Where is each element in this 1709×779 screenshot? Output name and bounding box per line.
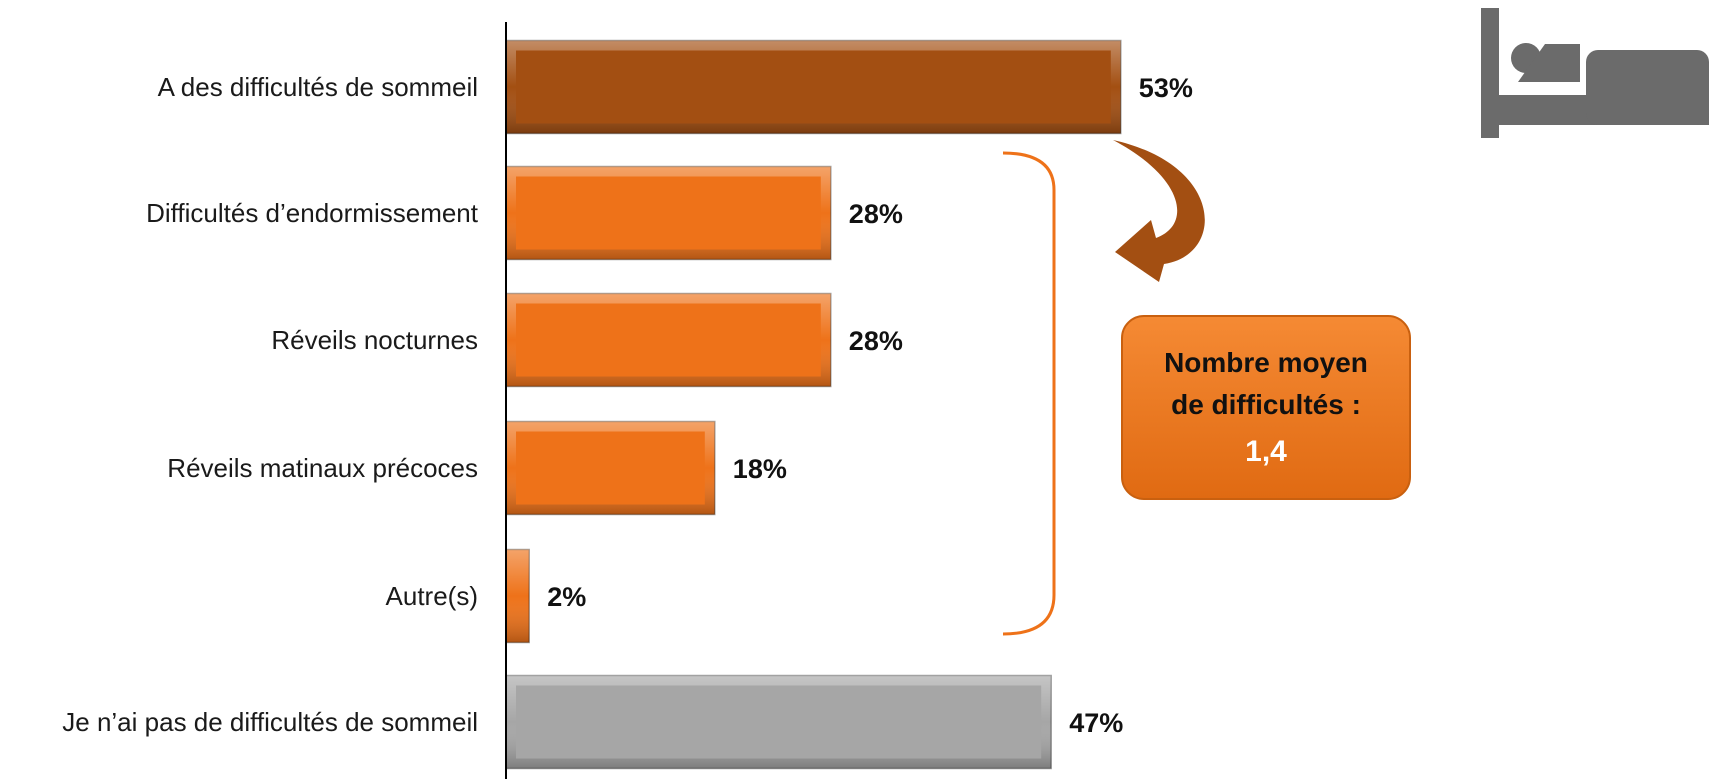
- value-label-3: 18%: [733, 454, 787, 484]
- value-label-1: 28%: [849, 199, 903, 229]
- grouping-bracket: [1002, 151, 1056, 636]
- bar-group: [505, 39, 1122, 770]
- category-label-2: Réveils nocturnes: [271, 325, 478, 355]
- category-label-4: Autre(s): [386, 581, 478, 611]
- value-label-0: 53%: [1139, 73, 1193, 103]
- curved-arrow-icon: [1113, 140, 1205, 282]
- value-label-4: 2%: [547, 582, 586, 612]
- bar-face-0: [516, 50, 1111, 124]
- bar-face-2: [516, 303, 821, 377]
- value-label-2: 28%: [849, 326, 903, 356]
- bed-icon: [1481, 8, 1709, 138]
- value-label-5: 47%: [1069, 708, 1123, 738]
- callout-line-2: de difficultés :: [1171, 389, 1361, 420]
- value-labels: 53% 28% 28% 18% 2% 47%: [547, 73, 1193, 738]
- bar-face-3: [516, 431, 705, 505]
- bar-face-1: [516, 176, 821, 250]
- category-label-5: Je n’ai pas de difficultés de sommeil: [62, 707, 478, 737]
- bar-face-5: [516, 685, 1042, 759]
- category-labels: A des difficultés de sommeil Difficultés …: [62, 72, 479, 737]
- category-label-3: Réveils matinaux précoces: [167, 453, 478, 483]
- category-label-1: Difficultés d’endormissement: [146, 198, 479, 228]
- callout-line-1: Nombre moyen: [1164, 347, 1368, 378]
- average-difficulties-callout: Nombre moyen de difficultés : 1,4: [1121, 315, 1411, 500]
- bar-bevel-4: [506, 549, 530, 643]
- category-label-0: A des difficultés de sommeil: [158, 72, 478, 102]
- callout-value: 1,4: [1245, 435, 1287, 468]
